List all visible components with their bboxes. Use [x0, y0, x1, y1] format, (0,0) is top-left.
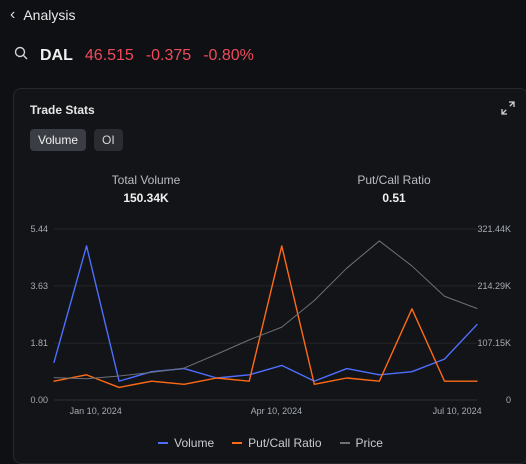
quote-row: DAL 46.515 -0.375 -0.80% [14, 46, 254, 65]
legend-put-call-ratio[interactable]: Put/Call Ratio [232, 436, 322, 450]
tab-oi[interactable]: OI [94, 129, 123, 151]
put-call-ratio-label: Put/Call Ratio [357, 173, 431, 187]
card-title: Trade Stats [30, 103, 95, 117]
series-line-put-call-ratio [53, 245, 478, 389]
last-price: 46.515 [84, 46, 134, 64]
y-left-tick-label: 0.00 [30, 395, 48, 405]
trade-stats-card: Trade Stats Volume OI Total Volume 150.3… [13, 88, 526, 464]
legend-volume[interactable]: Volume [158, 436, 214, 450]
price-change-percent: -0.80% [203, 46, 254, 64]
header: ‹ Analysis [10, 6, 75, 24]
chevron-left-icon[interactable]: ‹ [10, 6, 16, 23]
search-icon[interactable] [14, 46, 28, 65]
total-volume-label: Total Volume [111, 173, 181, 187]
y-left-tick-label: 3.63 [30, 281, 48, 291]
price-change: -0.375 [145, 46, 192, 64]
chart-grid [54, 228, 477, 401]
total-volume-stat: Total Volume 150.34K [66, 173, 226, 205]
chart-legend: Volume Put/Call Ratio Price [14, 436, 526, 450]
tab-bar: Volume OI [30, 129, 123, 151]
put-call-ratio-value: 0.51 [382, 191, 406, 205]
tab-volume[interactable]: Volume [30, 129, 87, 151]
y-right-tick-label: 214.29K [477, 281, 511, 291]
chart-axes: 5.44 321.44K 3.63 214.29K 1.81 107.15K 0.00 0 Ja… [30, 224, 511, 416]
y-right-tick-label: 321.44K [477, 224, 511, 234]
series-line-volume [53, 245, 478, 382]
put-call-ratio-stat: Put/Call Ratio 0.51 [314, 173, 474, 205]
legend-price[interactable]: Price [339, 436, 383, 450]
series-line-price [53, 240, 478, 380]
x-tick-label: Jan 10, 2024 [70, 406, 122, 416]
total-volume-value: 150.34K [123, 191, 169, 205]
x-tick-label: Apr 10, 2024 [251, 406, 303, 416]
stats-row: Total Volume 150.34K Put/Call Ratio 0.51 [14, 173, 526, 213]
x-tick-label: Jul 10, 2024 [433, 406, 482, 416]
chart-series [53, 240, 478, 389]
y-right-tick-label: 0 [506, 395, 511, 405]
page-title: Analysis [23, 7, 76, 23]
y-right-tick-label: 107.15K [477, 338, 511, 348]
ticker-symbol: DAL [40, 46, 73, 64]
trade-stats-chart: 5.44 321.44K 3.63 214.29K 1.81 107.15K 0.00 0 Ja… [30, 224, 511, 416]
y-left-tick-label: 1.81 [30, 338, 48, 348]
y-left-tick-label: 5.44 [30, 224, 48, 234]
expand-icon[interactable] [501, 101, 515, 115]
